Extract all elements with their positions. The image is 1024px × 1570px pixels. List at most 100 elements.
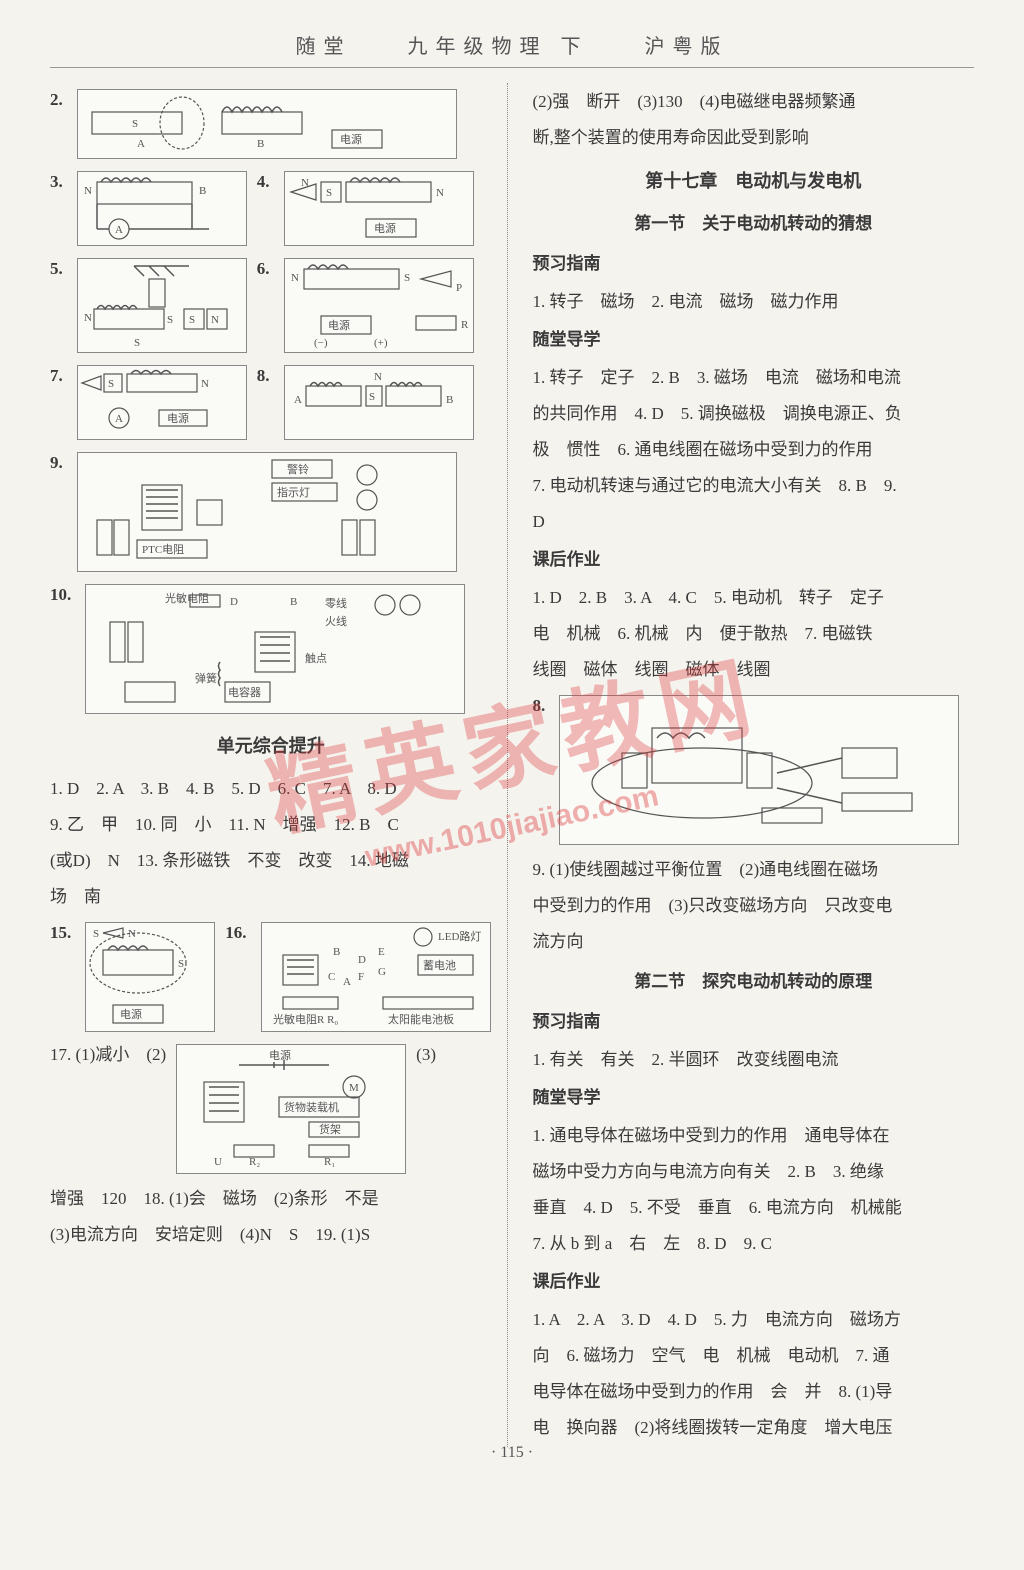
- svg-text:N: N: [211, 314, 219, 326]
- diagram-row-r8: 8.: [533, 689, 975, 851]
- svg-text:S: S: [134, 337, 140, 349]
- circuit-diagram-2: S A B 电源: [77, 89, 457, 159]
- page-number: · 115 ·: [491, 1444, 533, 1462]
- svg-text:S: S: [404, 272, 410, 284]
- svg-text:N: N: [291, 272, 299, 284]
- circuit-diagram-9: 警铃 指示灯 PTC电阻: [77, 452, 457, 572]
- svg-text:电源: 电源: [269, 1048, 291, 1062]
- diagram-row-9: 9. 警铃 指示灯 PTC电阻: [50, 446, 492, 578]
- svg-text:D: D: [230, 596, 238, 608]
- svg-text:S: S: [132, 118, 138, 130]
- s2-class-3: 垂直 4. D 5. 不受 垂直 6. 电流方向 机械能: [533, 1191, 975, 1225]
- s2-class-2: 磁场中受力方向与电流方向有关 2. B 3. 绝缘: [533, 1155, 975, 1189]
- motor-apparatus-diagram: [559, 695, 959, 845]
- svg-text:(+): (+): [374, 337, 388, 349]
- q5-label: 5.: [50, 252, 63, 286]
- diagram-row-7-8: 7. S N A 电源 8.: [50, 359, 492, 446]
- circuit-diagram-4: N S N 电源: [284, 171, 474, 246]
- class-heading-1: 随堂导学: [533, 323, 975, 357]
- circuit-diagram-17: 电源 M 货物装载机 货架 U: [176, 1044, 406, 1174]
- q16-label: 16.: [225, 916, 246, 950]
- svg-text:货物装载机: 货物装载机: [284, 1100, 339, 1114]
- s1-class-1: 1. 转子 定子 2. B 3. 磁场 电流 磁场和电流: [533, 361, 975, 395]
- q8-label: 8.: [257, 359, 270, 393]
- svg-text:电源: 电源: [120, 1007, 142, 1021]
- right-column: (2)强 断开 (3)130 (4)电磁继电器频繁通 断,整个装置的使用寿命因此…: [528, 83, 975, 1447]
- svg-text:S: S: [108, 378, 114, 390]
- svg-text:太阳能电池板: 太阳能电池板: [388, 1012, 454, 1026]
- s1-hw-q9-3: 流方向: [533, 925, 975, 959]
- s2-hw-2: 向 6. 磁场力 空气 电 机械 电动机 7. 通: [533, 1339, 975, 1373]
- preview-heading-2: 预习指南: [533, 1005, 975, 1039]
- page-header: 随堂 九年级物理 下 沪粤版: [50, 30, 974, 68]
- q17-label: 17. (1)减小 (2): [50, 1038, 166, 1072]
- svg-text:警铃: 警铃: [287, 462, 309, 476]
- svg-text:光敏电阻: 光敏电阻: [165, 591, 209, 605]
- svg-text:光敏电阻R R₀: 光敏电阻R R₀: [273, 1012, 338, 1026]
- svg-text:E: E: [378, 946, 385, 958]
- svg-text:S: S: [189, 314, 195, 326]
- s2-hw-3: 电导体在磁场中受到力的作用 会 并 8. (1)导: [533, 1375, 975, 1409]
- circuit-diagram-16: LED路灯 蓄电池 B D E C A F G 光敏电阻R R₀: [261, 922, 491, 1032]
- svg-text:S: S: [178, 958, 184, 970]
- svg-text:R₂: R₂: [249, 1156, 260, 1168]
- s2-hw-1: 1. A 2. A 3. D 4. D 5. 力 电流方向 磁场方: [533, 1303, 975, 1337]
- svg-text:B: B: [257, 138, 264, 150]
- s1-class-4: 7. 电动机转速与通过它的电流大小有关 8. B 9.: [533, 469, 975, 503]
- unit-summary-heading: 单元综合提升: [50, 728, 492, 764]
- q9-label: 9.: [50, 446, 63, 480]
- svg-text:M: M: [349, 1082, 359, 1094]
- s2-class-4: 7. 从 b 到 a 右 左 8. D 9. C: [533, 1227, 975, 1261]
- q10-label: 10.: [50, 578, 71, 612]
- circuit-diagram-3: N B A: [77, 171, 247, 246]
- svg-text:电源: 电源: [374, 221, 396, 235]
- diagram-row-17: 17. (1)减小 (2) 电源 M 货物装载机 货架: [50, 1038, 492, 1180]
- svg-text:U: U: [214, 1156, 222, 1168]
- svg-text:R: R: [461, 319, 469, 331]
- svg-text:弹簧: 弹簧: [195, 671, 217, 685]
- svg-text:电源: 电源: [340, 132, 362, 146]
- class-heading-2: 随堂导学: [533, 1081, 975, 1115]
- answers-line-4: 场 南: [50, 880, 492, 914]
- svg-text:蓄电池: 蓄电池: [423, 959, 456, 972]
- homework-heading-2: 课后作业: [533, 1265, 975, 1299]
- s2-hw-4: 电 换向器 (2)将线圈拨转一定角度 增大电压: [533, 1411, 975, 1445]
- circuit-svg-icon: S A B 电源: [82, 92, 452, 157]
- svg-text:零线: 零线: [325, 596, 347, 610]
- q2-label: 2.: [50, 83, 63, 117]
- preview-heading-1: 预习指南: [533, 247, 975, 281]
- q7-label: 7.: [50, 359, 63, 393]
- left-column: 2. S A B 电源 3.: [50, 83, 508, 1447]
- svg-text:指示灯: 指示灯: [277, 485, 310, 499]
- svg-text:B: B: [446, 394, 453, 406]
- svg-text:火线: 火线: [325, 614, 347, 628]
- circuit-diagram-15: S N S 电源: [85, 922, 215, 1032]
- svg-text:S: S: [326, 187, 332, 199]
- svg-text:R₁: R₁: [324, 1156, 335, 1168]
- q17-tail: (3): [416, 1038, 436, 1072]
- s2-preview: 1. 有关 有关 2. 半圆环 改变线圈电流: [533, 1043, 975, 1077]
- answers-line-2: 9. 乙 甲 10. 同 小 11. N 增强 12. B C: [50, 808, 492, 842]
- svg-text:电源: 电源: [328, 318, 350, 332]
- s1-class-3: 极 惯性 6. 通电线圈在磁场中受到力的作用: [533, 433, 975, 467]
- circuit-diagram-7: S N A 电源: [77, 365, 247, 440]
- svg-text:A: A: [343, 976, 351, 988]
- two-column-layout: 2. S A B 电源 3.: [50, 83, 974, 1447]
- answers-line-3: (或D) N 13. 条形磁铁 不变 改变 14. 地磁: [50, 844, 492, 878]
- q15-label: 15.: [50, 916, 71, 950]
- svg-text:(−): (−): [314, 337, 328, 349]
- section-2-title: 第二节 探究电动机转动的原理: [533, 965, 975, 999]
- svg-text:N: N: [84, 185, 92, 197]
- svg-text:N: N: [201, 378, 209, 390]
- svg-text:S: S: [93, 928, 99, 940]
- svg-text:P: P: [456, 282, 462, 294]
- svg-text:C: C: [328, 971, 335, 983]
- diagram-row-2: 2. S A B 电源: [50, 83, 492, 165]
- diagram-row-5-6: 5. N S S N S: [50, 252, 492, 359]
- svg-text:B: B: [199, 185, 206, 197]
- svg-text:F: F: [358, 971, 364, 983]
- s2-class-1: 1. 通电导体在磁场中受到力的作用 通电导体在: [533, 1119, 975, 1153]
- svg-text:PTC电阻: PTC电阻: [142, 543, 184, 556]
- s1-preview: 1. 转子 磁场 2. 电流 磁场 磁力作用: [533, 285, 975, 319]
- circuit-diagram-8: A S N B: [284, 365, 474, 440]
